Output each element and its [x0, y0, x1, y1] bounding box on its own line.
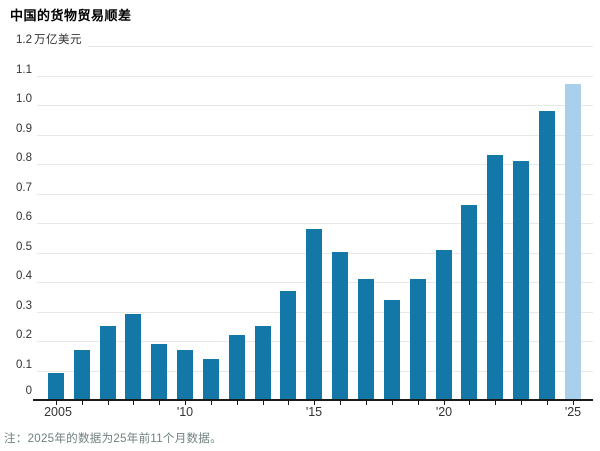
x-axis-label: '15 [305, 405, 323, 419]
y-axis-label: 0.6 [16, 211, 32, 223]
x-axis-line [33, 399, 593, 401]
bar-2013 [255, 326, 271, 399]
chart-title: 中国的货物贸易顺差 [10, 8, 132, 23]
gridline [37, 194, 593, 195]
bar-2014 [280, 291, 296, 399]
x-axis-tick [392, 401, 393, 405]
x-axis-tick [573, 401, 574, 405]
y-axis-label: 0.5 [16, 241, 32, 253]
bar-2025 [565, 84, 581, 399]
x-axis-label: '25 [564, 405, 582, 419]
y-axis-label: 0 [25, 385, 32, 397]
x-axis-tick [237, 401, 238, 405]
y-axis-label: 0.1 [16, 359, 32, 371]
bar-2021 [461, 205, 477, 399]
y-axis-label: 0.3 [16, 300, 32, 312]
y-axis-label: 0.7 [16, 182, 32, 194]
footnote: 注：2025年的数据为25年前11个月数据。 [4, 433, 222, 445]
bar-2005 [48, 373, 64, 399]
x-axis-tick [211, 401, 212, 405]
bar-2010 [177, 350, 193, 399]
x-axis-tick [185, 401, 186, 405]
x-axis-tick [314, 401, 315, 405]
x-axis-label: '20 [435, 405, 453, 419]
x-axis-label: 2005 [44, 405, 72, 419]
gridline [37, 76, 593, 77]
gridline [37, 105, 593, 106]
bar-2016 [332, 252, 348, 399]
y-axis-top-value: 1.2 [16, 34, 32, 46]
x-axis-tick [82, 401, 83, 405]
x-axis-tick [288, 401, 289, 405]
x-axis-tick [469, 401, 470, 405]
x-axis-tick [133, 401, 134, 405]
gridline [88, 46, 593, 47]
x-axis-tick [495, 401, 496, 405]
bar-2011 [203, 359, 219, 399]
bar-2015 [306, 229, 322, 399]
bar-2006 [74, 350, 90, 399]
x-axis-tick [56, 401, 57, 405]
y-axis-unit-label: 万亿美元 [34, 34, 82, 46]
bar-2017 [358, 279, 374, 399]
x-axis-tick [263, 401, 264, 405]
gridline [37, 223, 593, 224]
y-axis-label: 0.8 [16, 152, 32, 164]
bar-2009 [151, 344, 167, 399]
x-axis-tick [108, 401, 109, 405]
bar-2018 [384, 300, 400, 399]
x-axis-label: '10 [176, 405, 194, 419]
bar-2022 [487, 155, 503, 399]
bar-2020 [436, 250, 452, 399]
y-axis-top-label: 1.2 万亿美元 [0, 34, 82, 46]
bar-2024 [539, 111, 555, 399]
x-axis-tick [444, 401, 445, 405]
gridline [37, 164, 593, 165]
x-axis-tick [547, 401, 548, 405]
bar-2008 [125, 314, 141, 399]
y-axis-label: 0.2 [16, 329, 32, 341]
y-axis-label: 0.9 [16, 123, 32, 135]
x-axis-tick [418, 401, 419, 405]
y-axis-label: 1.0 [16, 93, 32, 105]
bar-2023 [513, 161, 529, 399]
bar-2007 [100, 326, 116, 399]
x-axis-tick [521, 401, 522, 405]
bar-2019 [410, 279, 426, 399]
x-axis-tick [366, 401, 367, 405]
x-axis-tick [340, 401, 341, 405]
y-axis-label: 0.4 [16, 270, 32, 282]
gridline [37, 135, 593, 136]
y-axis-label: 1.1 [16, 64, 32, 76]
x-axis-tick [159, 401, 160, 405]
bar-2012 [229, 335, 245, 399]
